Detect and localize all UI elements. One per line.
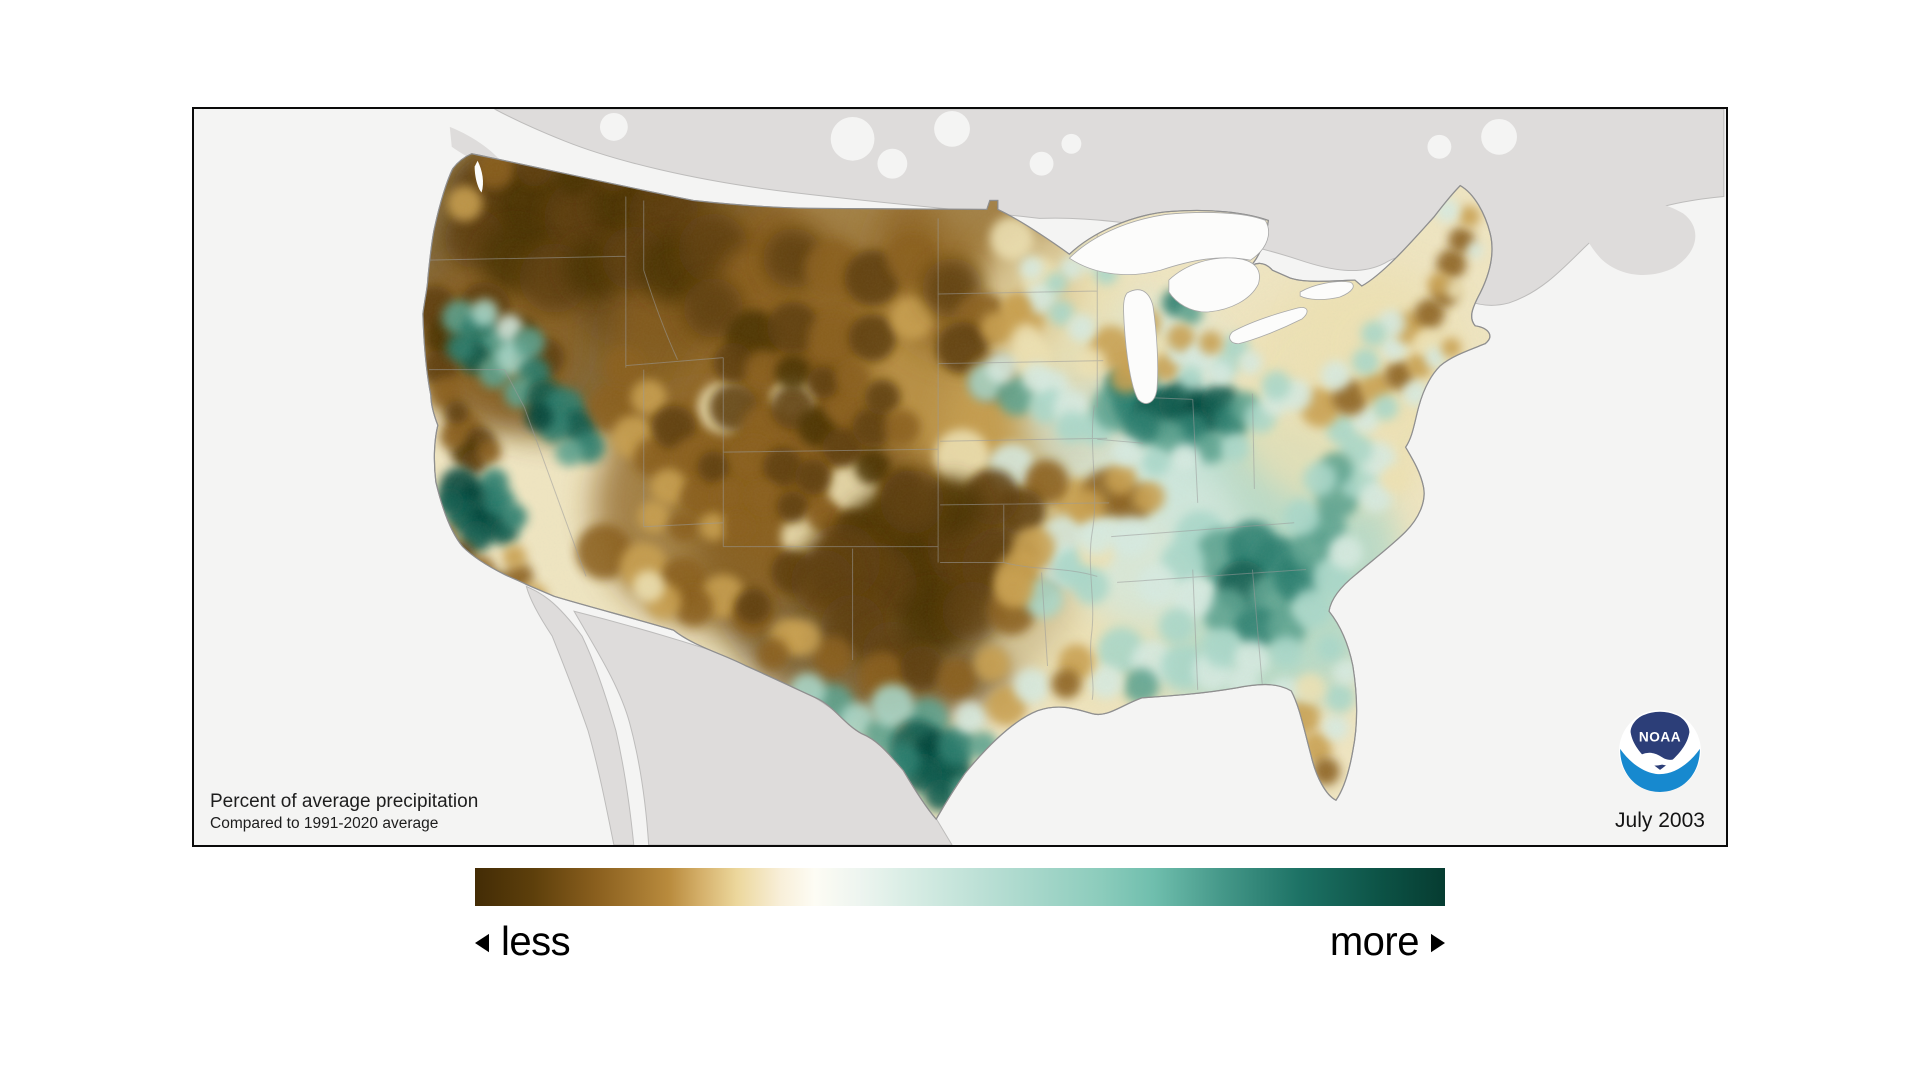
less-label-group: less	[475, 919, 571, 966]
canadian-lakes	[514, 110, 1517, 179]
annotation-title: Percent of average precipitation	[210, 790, 479, 812]
more-triangle-icon	[1431, 933, 1445, 952]
legend: less more	[475, 868, 1445, 965]
precipitation-map-panel: Percent of average precipitation Compare…	[192, 107, 1728, 847]
state-borders	[427, 196, 1307, 700]
noaa-logo-text: NOAA	[1639, 730, 1681, 745]
date-label: July 2003	[1615, 809, 1705, 832]
great-lakes	[474, 160, 1354, 404]
more-label: more	[1329, 919, 1420, 965]
less-triangle-icon	[475, 933, 489, 952]
less-label: less	[501, 919, 571, 965]
noaa-logo: NOAA	[1618, 709, 1702, 793]
us-precipitation-map	[196, 109, 1725, 845]
annotation-subtitle: Compared to 1991-2020 average	[210, 814, 439, 832]
more-label-group: more	[1330, 920, 1445, 966]
legend-labels: less more	[475, 920, 1445, 965]
map-annotation: Percent of average precipitation Compare…	[210, 790, 478, 833]
noaa-logo-icon: NOAA	[1619, 710, 1701, 792]
color-scale-bar	[475, 868, 1445, 906]
